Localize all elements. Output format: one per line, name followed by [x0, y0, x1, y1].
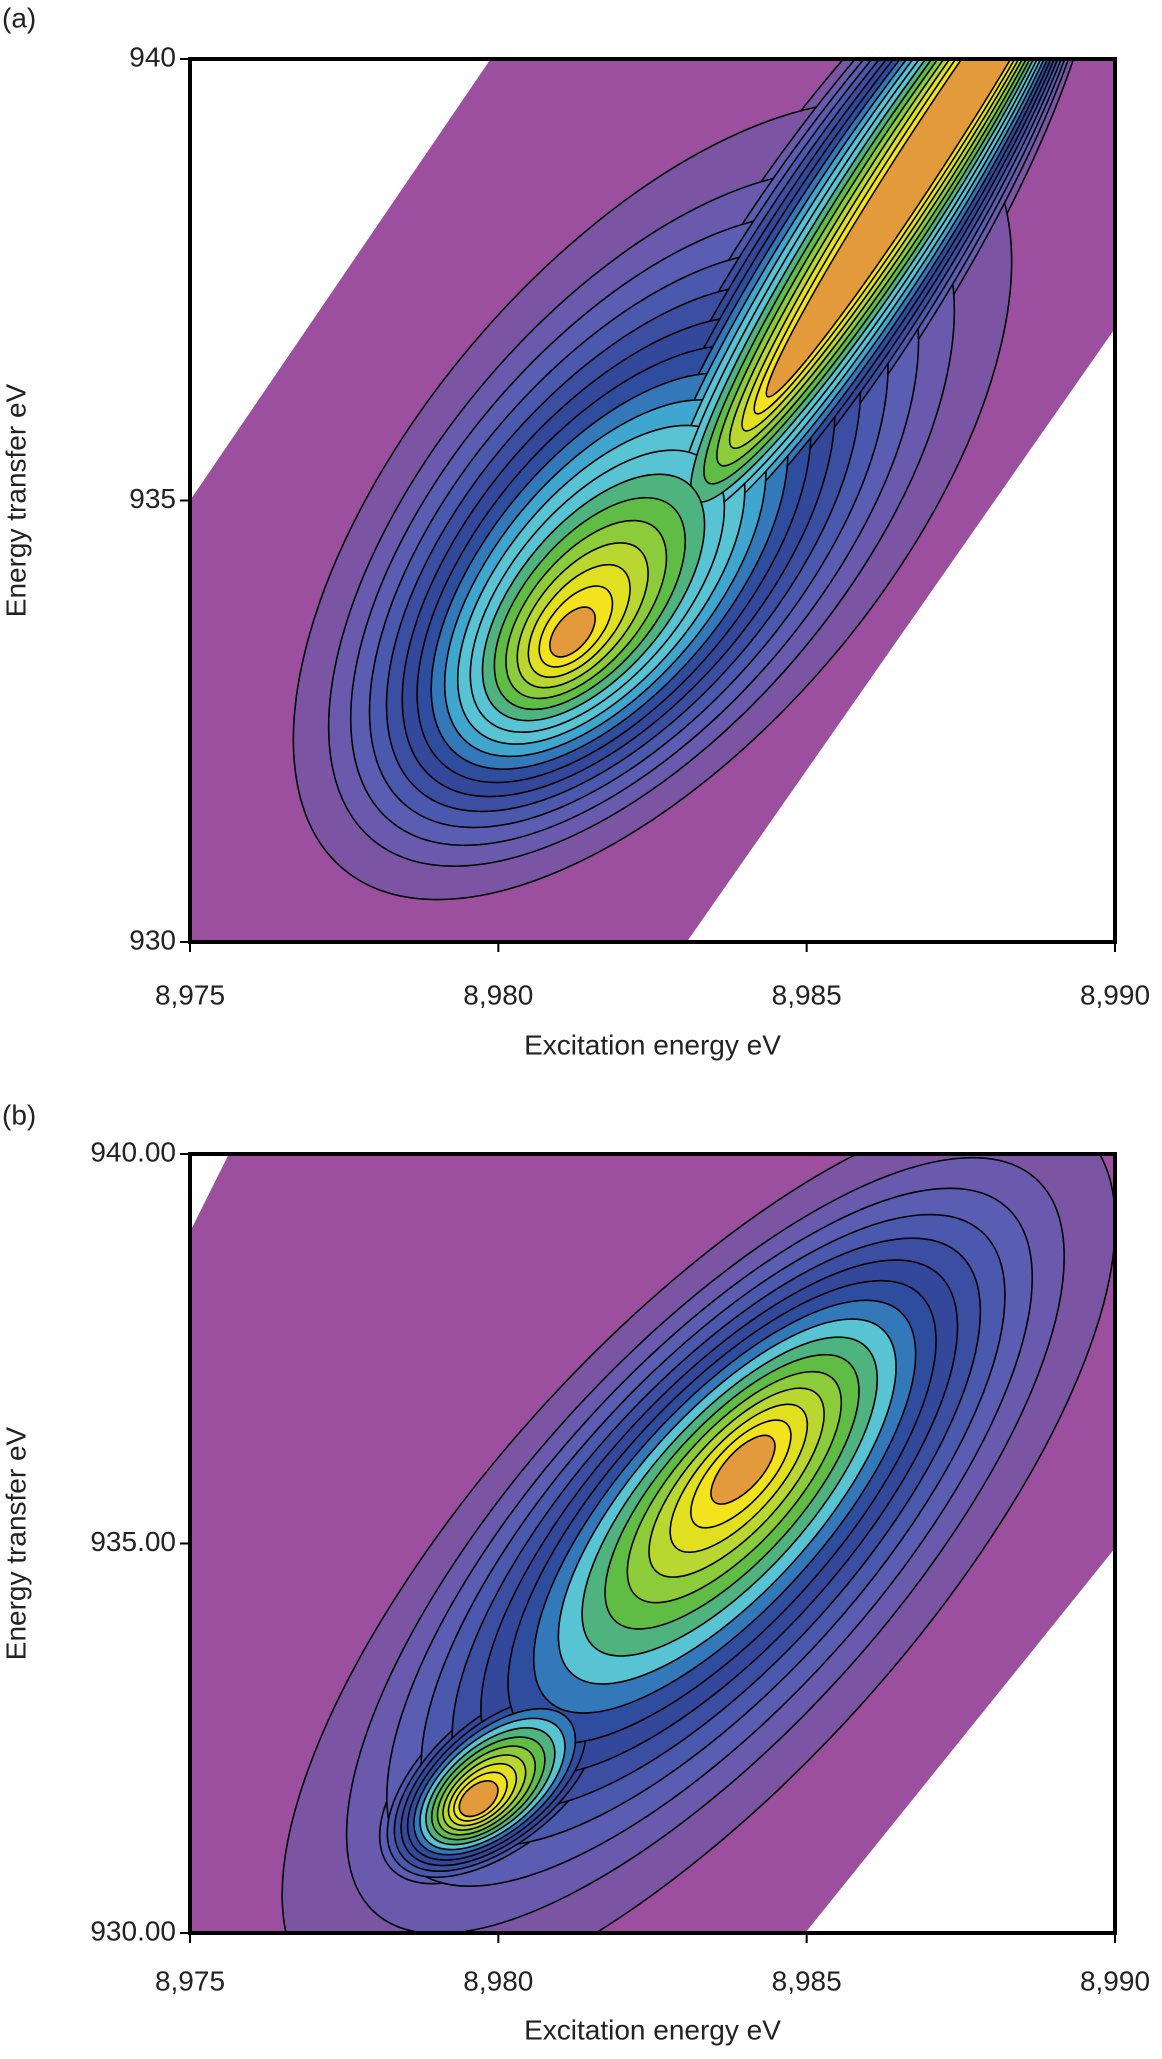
- y-tick-label: 940: [129, 41, 176, 72]
- contour-level: [710, 1434, 776, 1505]
- x-tick-label: 8,980: [463, 979, 533, 1010]
- x-axis-label: Excitation energy eV: [524, 2014, 781, 2045]
- contour-level: [458, 1780, 499, 1818]
- x-tick-label: 8,975: [155, 1965, 225, 1996]
- x-tick-label: 8,990: [1080, 979, 1150, 1010]
- x-tick-label: 8,985: [772, 979, 842, 1010]
- y-tick-label: 930.00: [90, 1915, 176, 1946]
- y-axis-label: Energy transfer eV: [0, 1426, 31, 1660]
- contour-level: [765, 59, 1083, 398]
- y-tick-label: 935: [129, 483, 176, 514]
- x-tick-label: 8,975: [155, 979, 225, 1010]
- x-tick-label: 8,990: [1080, 1965, 1150, 1996]
- y-tick-label: 935.00: [90, 1526, 176, 1557]
- contour-level: [549, 606, 596, 658]
- contour-area: [190, 59, 1115, 942]
- y-tick-label: 930: [129, 924, 176, 955]
- contour-area: [190, 1154, 1115, 1933]
- panel-label: (a): [2, 2, 36, 33]
- panel: 8,975 8,980 8,985 8,990 930.00 935.00 940.00 (b…: [0, 1099, 1150, 2045]
- panel-label: (b): [2, 1099, 36, 1130]
- y-tick-label: 940.00: [90, 1136, 176, 1167]
- x-axis-label: Excitation energy eV: [524, 1029, 781, 1060]
- y-axis-label: Energy transfer eV: [0, 383, 31, 617]
- panel: 8,975 8,980 8,985 8,990 930 935 940 (a) Excitati…: [0, 2, 1150, 1060]
- x-tick-label: 8,980: [463, 1965, 533, 1996]
- x-tick-label: 8,985: [772, 1965, 842, 1996]
